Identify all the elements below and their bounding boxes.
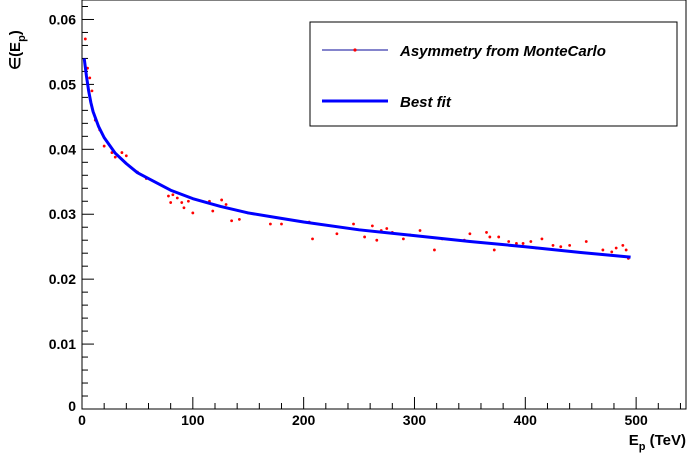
montecarlo-point [175, 196, 179, 200]
montecarlo-point [521, 242, 525, 245]
y-tick-label: 0.05 [49, 76, 76, 92]
montecarlo-point [601, 248, 605, 252]
montecarlo-point [375, 238, 379, 242]
x-tick-label: 300 [403, 412, 427, 428]
montecarlo-point [269, 222, 272, 226]
y-tick-label: 0.04 [49, 141, 76, 157]
x-tick-label: 400 [514, 412, 538, 428]
montecarlo-point [237, 218, 241, 221]
montecarlo-point [551, 244, 555, 247]
montecarlo-point [433, 248, 436, 252]
montecarlo-point [191, 211, 195, 215]
montecarlo-point [220, 198, 224, 202]
montecarlo-point [186, 199, 190, 203]
montecarlo-point [385, 227, 389, 230]
montecarlo-point [180, 201, 184, 204]
x-tick-label: 100 [181, 412, 205, 428]
montecarlo-point [540, 237, 544, 241]
x-tick-label: 500 [624, 412, 648, 428]
montecarlo-point [485, 231, 488, 234]
montecarlo-point [102, 144, 106, 148]
montecarlo-point [171, 193, 175, 197]
legend-box [309, 21, 678, 127]
montecarlo-point [621, 244, 625, 247]
montecarlo-point [113, 155, 117, 159]
x-axis-ticks: 0 100 200 300 400 500 [78, 397, 681, 428]
montecarlo-point [363, 235, 367, 239]
montecarlo-point [335, 232, 339, 236]
montecarlo-point [624, 248, 628, 252]
montecarlo-point [88, 76, 92, 80]
legend: Asymmetry from MonteCarlo Best fit [309, 21, 678, 127]
plot-frame [81, 0, 687, 410]
x-axis-title: Ep (TeV) [629, 432, 686, 453]
montecarlo-point [370, 224, 374, 228]
montecarlo-point [418, 229, 422, 232]
montecarlo-point [515, 242, 518, 245]
montecarlo-point [230, 219, 234, 223]
montecarlo-point [90, 89, 94, 93]
y-tick-label: 0.01 [49, 336, 76, 352]
montecarlo-point [280, 222, 283, 226]
y-tick-label: 0.03 [49, 206, 76, 222]
y-axis-title: ∈(Ep) [7, 30, 28, 70]
montecarlo-point [559, 245, 563, 249]
x-tick-label: 200 [292, 412, 316, 428]
y-tick-label: 0.06 [49, 11, 76, 27]
montecarlo-point [507, 240, 511, 243]
montecarlo-point [167, 194, 170, 198]
x-tick-label: 0 [78, 412, 86, 428]
montecarlo-point [211, 209, 215, 213]
montecarlo-point [311, 237, 314, 241]
montecarlo-point [610, 250, 614, 254]
montecarlo-point [497, 235, 501, 239]
montecarlo-point [488, 235, 492, 239]
montecarlo-point [401, 237, 405, 241]
montecarlo-point [224, 203, 228, 206]
y-tick-label: 0.02 [49, 271, 76, 287]
montecarlo-point [584, 240, 588, 243]
montecarlo-point [182, 206, 186, 210]
montecarlo-point [352, 222, 355, 226]
y-tick-label: 0 [68, 398, 76, 414]
montecarlo-point [124, 154, 128, 158]
legend-point-montecarlo [353, 48, 357, 52]
montecarlo-point [468, 232, 472, 236]
best-fit-line [82, 58, 631, 259]
legend-label-montecarlo: Asymmetry from MonteCarlo [399, 43, 606, 60]
montecarlo-point [492, 248, 496, 252]
series-layer [82, 37, 631, 260]
y-axis-ticks: 0 0.01 0.02 0.03 0.04 0.05 0.06 [49, 5, 94, 414]
montecarlo-point [169, 201, 173, 204]
montecarlo-point [120, 151, 124, 154]
montecarlo-point [614, 246, 618, 250]
montecarlo-point [83, 37, 87, 41]
legend-label-best-fit: Best fit [400, 94, 452, 111]
montecarlo-point [529, 240, 533, 243]
montecarlo-point [568, 244, 572, 247]
